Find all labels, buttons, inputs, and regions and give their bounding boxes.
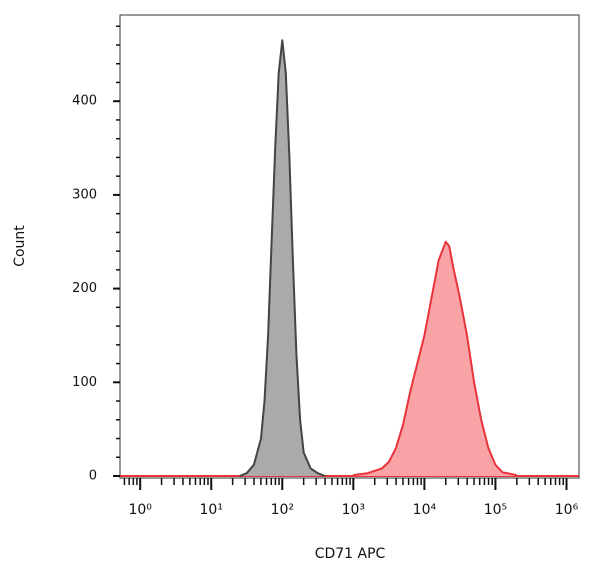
x-tick-label: 10²: [271, 502, 294, 518]
plot-frame: [119, 14, 580, 479]
x-tick-label: 10⁵: [484, 502, 507, 518]
x-tick-label: 10⁴: [413, 502, 437, 518]
histogram-area: [353, 241, 517, 476]
y-axis-label: Count: [12, 225, 28, 267]
y-tick-label: 300: [72, 187, 97, 202]
y-tick-label: 200: [72, 281, 97, 296]
x-tick-label: 10⁰: [128, 502, 152, 518]
histogram-area: [239, 40, 325, 477]
x-tick-label: 10¹: [200, 502, 223, 518]
y-tick-label: 400: [72, 94, 97, 109]
x-tick-label: 10⁶: [555, 502, 579, 518]
histogram-line: [353, 240, 517, 477]
y-tick-label: 100: [72, 375, 97, 390]
x-axis-label: CD71 APC: [315, 546, 386, 562]
x-tick-label: 10³: [342, 502, 365, 518]
histogram-line: [239, 39, 326, 477]
y-tick-label: 0: [89, 469, 97, 484]
